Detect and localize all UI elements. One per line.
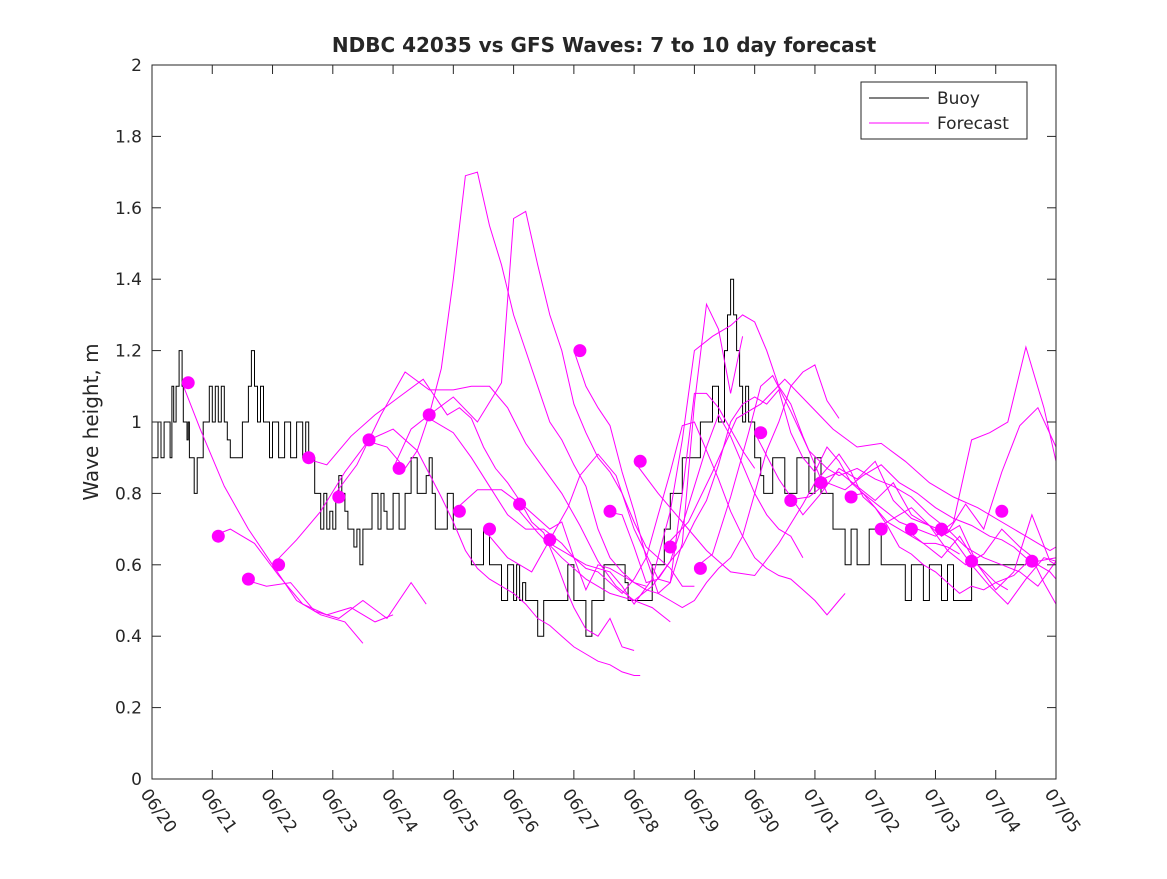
forecast-series-line-8: [392, 210, 695, 587]
forecast-series-line-10: [452, 364, 840, 609]
forecast-point: [784, 494, 798, 507]
forecast-series-line-23: [874, 507, 1057, 566]
forecast-series-line-24: [904, 513, 1057, 591]
forecast-point: [874, 522, 888, 536]
y-tick-label: 0.6: [115, 556, 142, 576]
forecast-point: [392, 461, 406, 475]
forecast-point: [543, 533, 557, 547]
forecast-series-line-13: [543, 314, 828, 605]
forecast-series-line-3: [242, 578, 427, 620]
forecast-point: [844, 490, 858, 504]
y-tick-label: 0.4: [115, 627, 142, 647]
forecast-point: [483, 522, 496, 536]
forecast-series-line-5: [302, 378, 635, 651]
forecast-series-line-9: [422, 414, 846, 616]
forecast-series-line-19: [754, 432, 1057, 605]
forecast-series-line-22: [845, 345, 1057, 537]
y-tick-label: 1: [131, 413, 142, 433]
forecast-point: [302, 451, 316, 465]
forecast-series-line-12: [513, 413, 804, 602]
forecast-point: [935, 522, 948, 536]
y-tick-label: 1.6: [115, 199, 142, 219]
forecast-points-layer: [181, 344, 1039, 586]
legend-buoy-label: Buoy: [937, 89, 980, 109]
forecast-point: [211, 529, 225, 543]
y-tick-label: 0: [131, 770, 142, 790]
forecast-point: [633, 454, 647, 468]
y-tick-label: 2: [131, 56, 142, 76]
forecast-point: [603, 504, 617, 518]
forecast-point: [272, 558, 286, 572]
forecast-series-line-16: [633, 453, 1009, 595]
forecast-point: [814, 476, 828, 490]
forecast-point: [663, 540, 677, 554]
forecast-point: [181, 376, 195, 390]
forecast-point: [573, 344, 587, 358]
y-tick-label: 1.2: [115, 342, 142, 362]
forecast-series-line-25: [935, 528, 1057, 605]
forecast-point: [904, 522, 918, 536]
forecast-point: [965, 554, 979, 568]
forecast-point: [754, 426, 768, 440]
forecast-point: [693, 561, 707, 575]
forecast-series-line-14: [573, 302, 744, 595]
y-tick-label: 1.8: [115, 127, 142, 147]
forecast-point: [362, 433, 376, 447]
forecast-series-line-17: [663, 378, 1057, 552]
y-axis-label: Wave height, m: [79, 343, 103, 500]
forecast-series-line-7: [362, 171, 647, 587]
forecast-series-line-6: [332, 371, 671, 623]
forecast-point: [452, 504, 466, 518]
forecast-point: [332, 490, 346, 504]
forecast-point: [241, 572, 255, 586]
y-tick-label: 1.4: [115, 270, 142, 290]
forecast-point: [995, 504, 1009, 518]
y-tick-label: 0.2: [115, 699, 142, 719]
legend: Buoy Forecast: [860, 81, 1028, 140]
chart-title: NDBC 42035 vs GFS Waves: 7 to 10 day for…: [332, 33, 877, 57]
y-tick-label: 0.8: [115, 484, 142, 504]
forecast-point: [1025, 554, 1039, 568]
forecast-series-line-2: [212, 528, 394, 623]
legend-box: [860, 81, 1028, 140]
legend-forecast-label: Forecast: [937, 114, 1009, 134]
forecast-series-line-15: [603, 388, 960, 584]
forecast-point: [513, 497, 527, 511]
forecast-point: [422, 408, 436, 422]
